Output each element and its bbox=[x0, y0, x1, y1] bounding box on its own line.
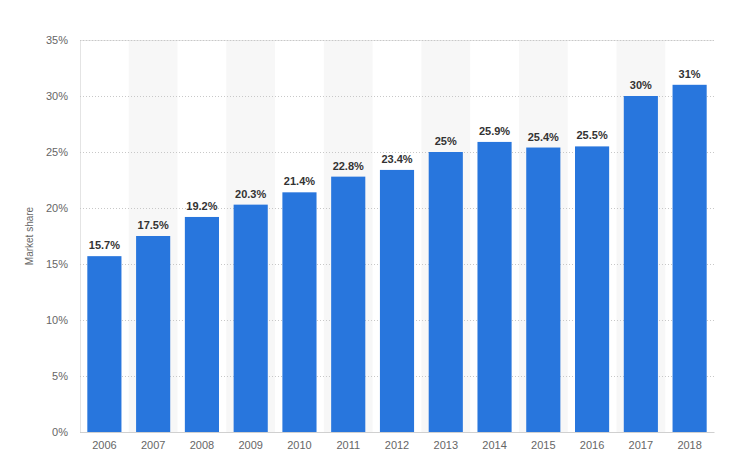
grid-line bbox=[80, 432, 714, 433]
data-label: 31% bbox=[679, 68, 701, 80]
x-tick: 2006 bbox=[92, 432, 116, 451]
grid-line bbox=[80, 96, 714, 97]
data-label: 30% bbox=[630, 79, 652, 91]
x-tick-label: 2010 bbox=[287, 439, 311, 451]
x-axis-line bbox=[81, 432, 715, 433]
x-tick-label: 2014 bbox=[482, 439, 506, 451]
data-label: 15.7% bbox=[89, 239, 120, 251]
x-tick: 2016 bbox=[580, 432, 604, 451]
data-label: 25.9% bbox=[479, 125, 510, 137]
x-tick: 2017 bbox=[629, 432, 653, 451]
column-band bbox=[616, 40, 665, 432]
bar bbox=[234, 205, 268, 432]
x-tick: 2013 bbox=[434, 432, 458, 451]
bar bbox=[575, 146, 609, 432]
data-label: 19.2% bbox=[186, 200, 217, 212]
x-tick: 2009 bbox=[238, 432, 262, 451]
y-axis-title: Market share bbox=[24, 206, 35, 265]
x-axis: 2006 2007 2008 2009 2010 2011 2012 2013 2014 2015… bbox=[81, 432, 715, 451]
x-tick-label: 2017 bbox=[629, 439, 653, 451]
y-tick-label: 35% bbox=[46, 34, 68, 46]
bar bbox=[185, 217, 219, 432]
y-tick-label: 25% bbox=[46, 146, 68, 158]
data-label: 23.4% bbox=[381, 153, 412, 165]
x-tick: 2007 bbox=[141, 432, 165, 451]
y-tick: 30% bbox=[46, 90, 714, 102]
data-label: 25% bbox=[435, 135, 457, 147]
column-band bbox=[421, 40, 470, 432]
y-tick: 35% bbox=[46, 34, 714, 46]
x-tick: 2010 bbox=[287, 432, 311, 451]
bar bbox=[136, 236, 170, 432]
bar bbox=[624, 96, 658, 432]
y-tick-label: 10% bbox=[46, 314, 68, 326]
y-tick-label: 15% bbox=[46, 258, 68, 270]
x-tick-label: 2013 bbox=[434, 439, 458, 451]
data-label: 25.4% bbox=[528, 131, 559, 143]
y-axis: 0% 5% 10% 15% 20% 25% 30% 35% bbox=[46, 34, 714, 438]
bar bbox=[380, 170, 414, 432]
column-band bbox=[226, 40, 275, 432]
bar bbox=[673, 85, 707, 432]
x-tick: 2014 bbox=[482, 432, 506, 451]
data-label: 25.5% bbox=[576, 129, 607, 141]
data-label: 21.4% bbox=[284, 175, 315, 187]
grid-line bbox=[80, 40, 714, 41]
bar bbox=[282, 192, 316, 432]
y-tick-label: 5% bbox=[52, 370, 68, 382]
x-tick: 2018 bbox=[677, 432, 701, 451]
bar bbox=[331, 177, 365, 432]
x-tick-label: 2015 bbox=[531, 439, 555, 451]
x-tick: 2008 bbox=[190, 432, 214, 451]
x-tick-label: 2007 bbox=[141, 439, 165, 451]
bar bbox=[477, 142, 511, 432]
x-tick: 2012 bbox=[385, 432, 409, 451]
bar bbox=[87, 256, 121, 432]
x-tick: 2011 bbox=[336, 432, 360, 451]
chart: 0%5%10%15%20%25%30%35%200620072008200920… bbox=[0, 0, 734, 475]
y-tick-label: 30% bbox=[46, 90, 68, 102]
plot: 0%5%10%15%20%25%30%35%200620072008200920… bbox=[46, 34, 715, 451]
column-band bbox=[324, 40, 373, 432]
data-labels: 15.7% 17.5% 19.2% 20.3% 21.4% 22.8% 23.4% 25% 25… bbox=[89, 68, 701, 251]
y-tick-label: 20% bbox=[46, 202, 68, 214]
x-tick-label: 2008 bbox=[190, 439, 214, 451]
bars bbox=[87, 85, 706, 432]
bar bbox=[429, 152, 463, 432]
x-tick-label: 2009 bbox=[238, 439, 262, 451]
column-band bbox=[519, 40, 568, 432]
x-tick-label: 2006 bbox=[92, 439, 116, 451]
y-axis-line bbox=[81, 41, 715, 433]
data-label: 20.3% bbox=[235, 188, 266, 200]
column-band bbox=[129, 40, 178, 432]
column-bands bbox=[129, 40, 665, 432]
data-label: 17.5% bbox=[138, 219, 169, 231]
x-tick-label: 2011 bbox=[336, 439, 360, 451]
y-tick: 25% bbox=[46, 146, 714, 158]
x-tick-label: 2018 bbox=[677, 439, 701, 451]
x-tick-label: 2016 bbox=[580, 439, 604, 451]
data-label: 22.8% bbox=[333, 160, 364, 172]
x-tick: 2015 bbox=[531, 432, 555, 451]
bar bbox=[526, 148, 560, 432]
y-tick-label: 0% bbox=[52, 426, 68, 438]
x-tick-label: 2012 bbox=[385, 439, 409, 451]
